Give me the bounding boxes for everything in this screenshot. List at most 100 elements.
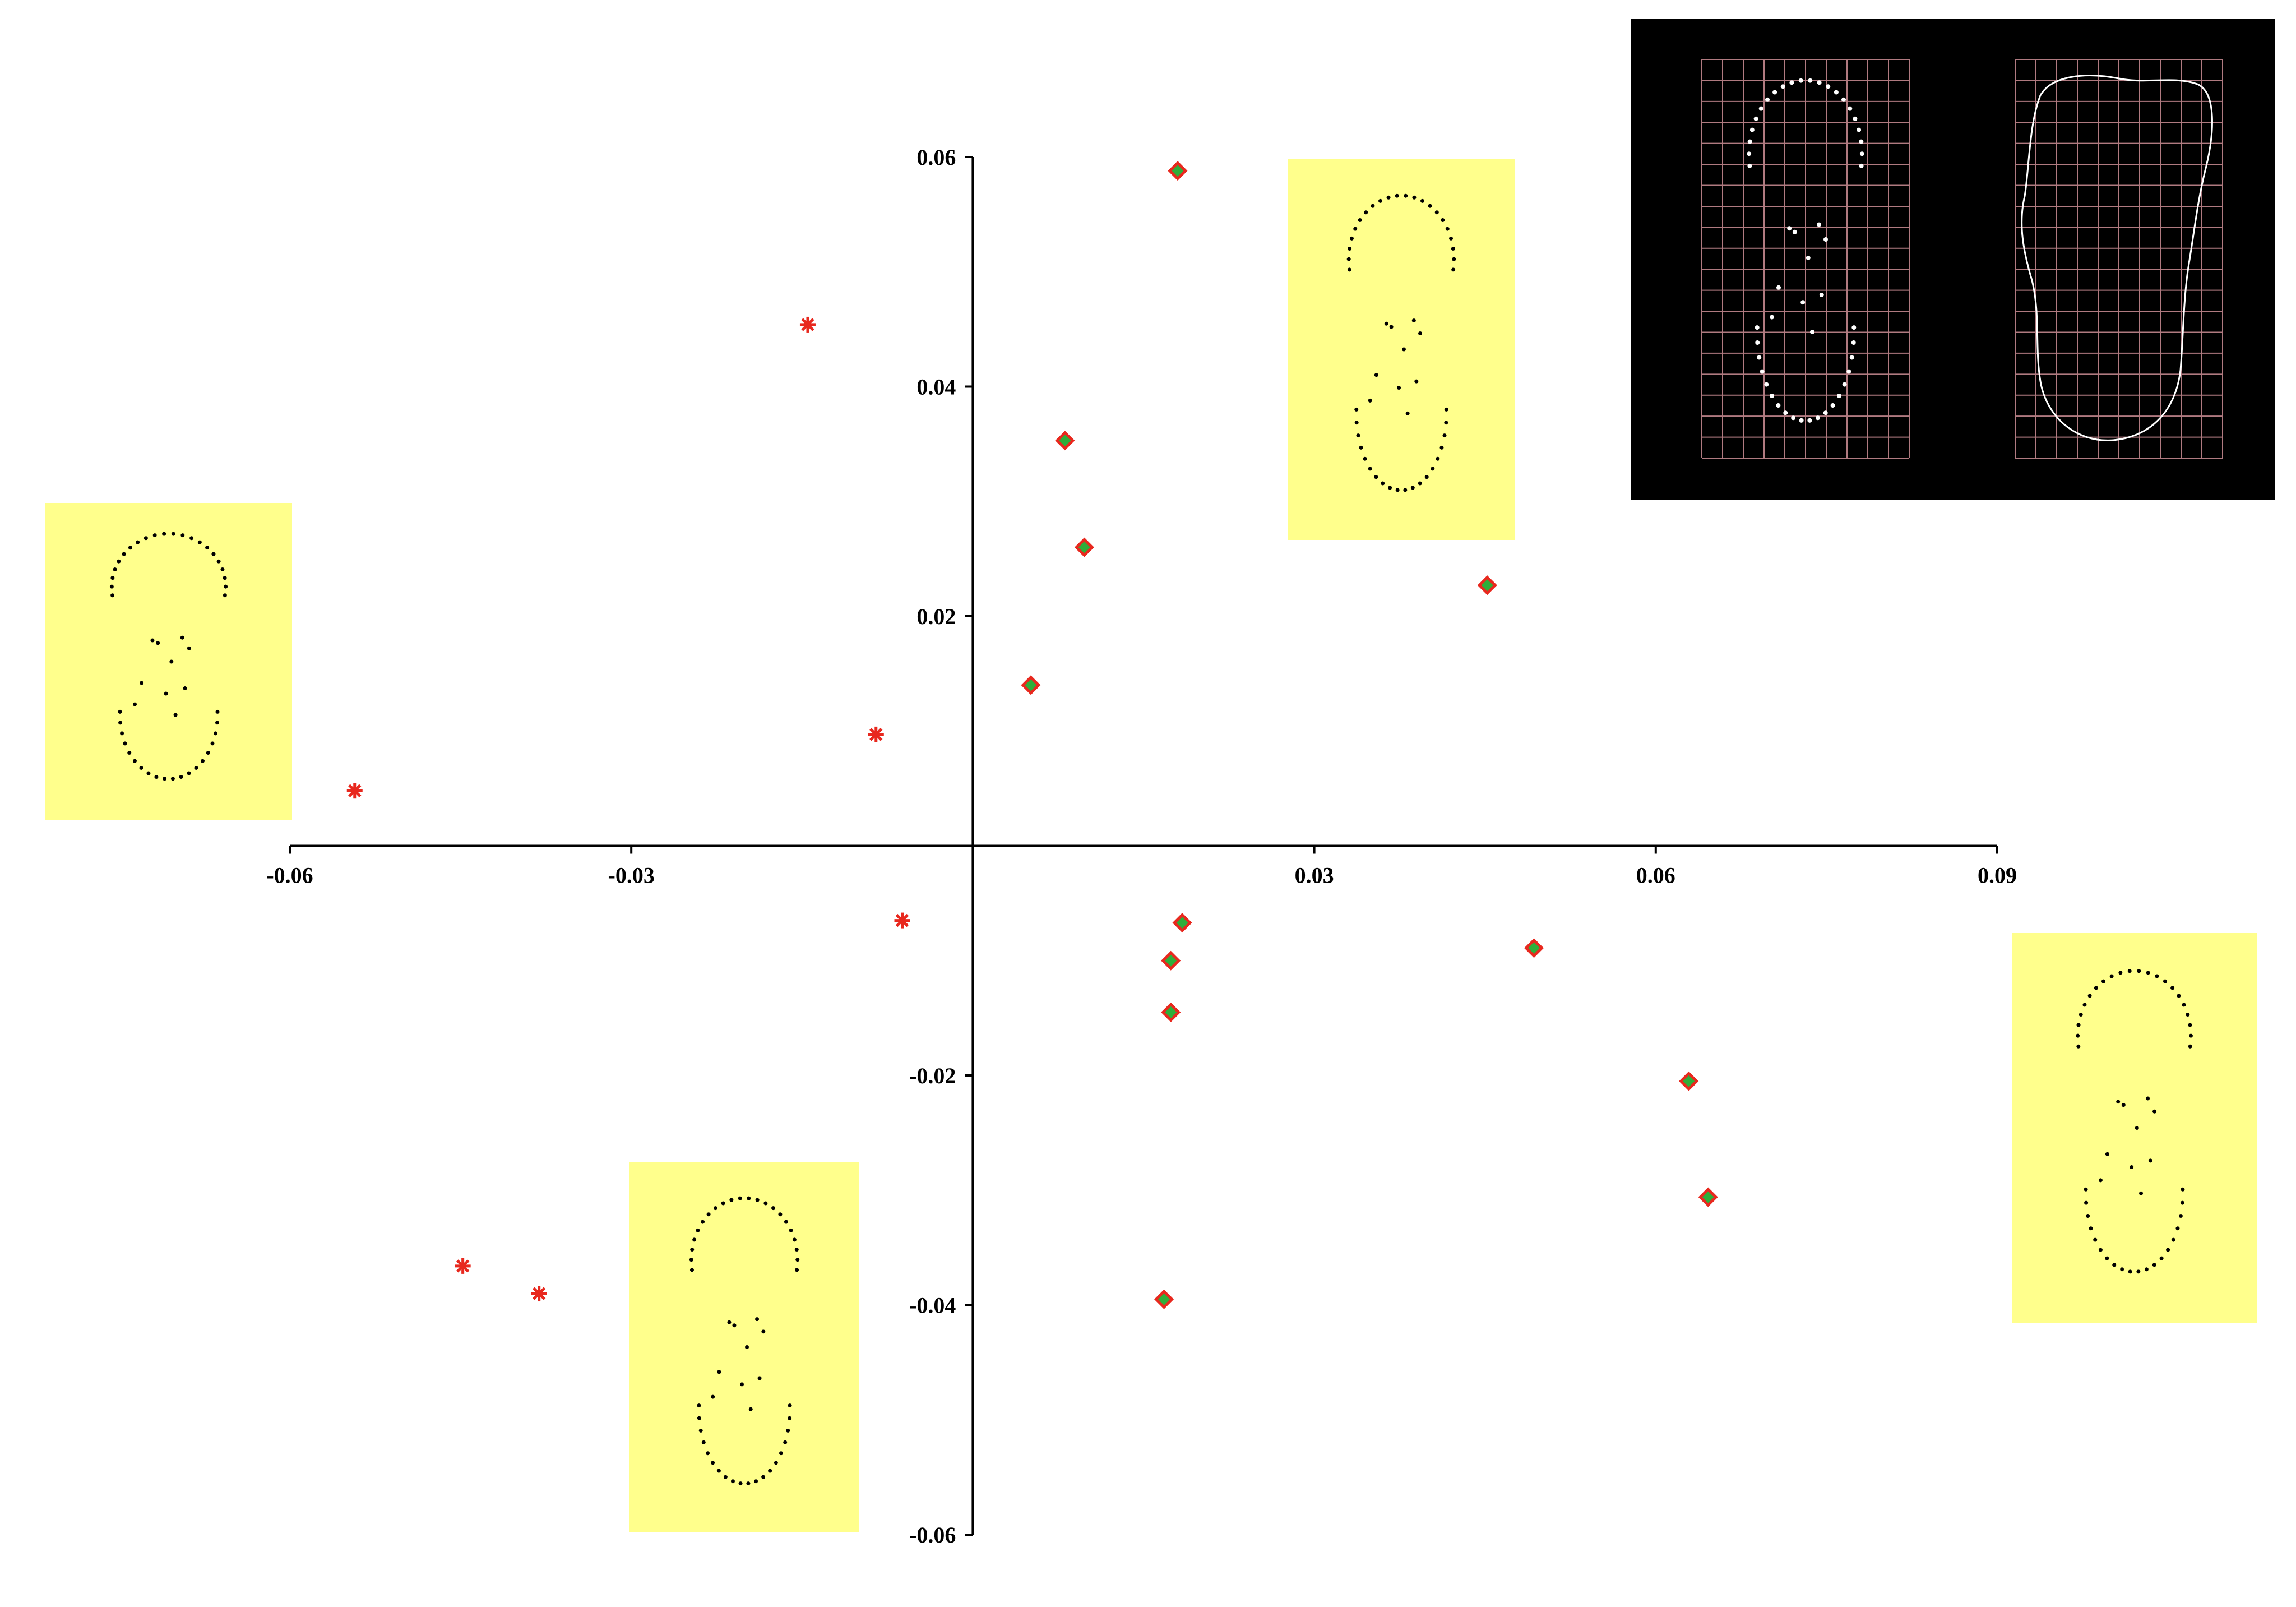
reference-grid-left [1701,59,1910,459]
inset-landmark-dot [109,584,114,589]
y-axis-ticks: 0.06 0.04 0.02 -0.02 -0.04 -0.06 [909,145,973,1548]
inset-landmark-dot [1445,227,1450,231]
y-tick-label: 0.02 [916,604,956,629]
inset-landmark-dot [215,721,219,725]
inset-landmark-dot [164,691,168,696]
inset-landmark-dot [690,1248,695,1252]
inset-landmark-dot [1359,445,1363,450]
inset-landmark-dot [2178,1213,2183,1218]
inset-landmark-dot [732,1323,737,1328]
inset-landmark-dot [2120,1267,2124,1272]
inset-landmark-dot [224,584,228,589]
asterisk-point [894,912,910,929]
inset-landmark-dot [162,532,166,536]
inset-landmark-dot [2098,1248,2103,1252]
x-tick-label: -0.03 [608,863,655,888]
inset-landmark-dot [2116,1100,2121,1104]
inset-landmark-dot [2188,1044,2192,1049]
inset-landmark-dot [1374,373,1378,377]
inset-landmark-dot [755,1198,760,1202]
inset-landmark-dot [1439,445,1444,450]
inset-landmark-dot [1363,456,1367,461]
inset-landmark-dot [1418,331,1422,335]
inset-landmark-dot [1371,204,1375,208]
inset-landmark-dot [1354,421,1359,425]
inset-landmark-dot [1403,488,1408,492]
inset-landmark-dot [150,638,155,643]
inset-landmark-dot [1353,227,1358,231]
inset-landmark-dot [194,765,198,770]
inset-landmark-dot [717,1370,721,1374]
inset-landmark-dot [789,1228,793,1232]
inset-landmark-dot [1420,198,1425,203]
inset-landmark-dot [113,567,117,571]
inset-landmark-dot [117,559,121,564]
inset-landmark-dot [745,1345,749,1349]
inset-landmark-dot [1381,481,1385,486]
inset-landmark-dot [163,777,167,781]
inset-landmark-dot [1405,411,1410,415]
inset-landmark-dot [763,1201,768,1206]
asterisk-point [531,1286,547,1302]
inset-landmark-dot [220,567,225,571]
inset-landmark-dot [698,1428,703,1433]
inset-landmark-dot [1389,325,1394,329]
inset-landmark-dot [1374,475,1378,479]
inset-landmark-dot [110,576,115,580]
inset-landmark-dot [2181,1187,2185,1192]
inset-landmark-dot [1431,467,1435,471]
reference-outline-panel [1631,19,2275,500]
inset-landmark-dot [2135,1126,2139,1130]
inset-landmark-dot [771,1206,776,1211]
inset-landmark-dot [739,1382,744,1387]
y-tick-label: -0.02 [909,1063,956,1088]
inset-landmark-dot [118,709,122,714]
inset-landmark-dot [187,771,191,775]
inset-landmark-dot [2136,1269,2141,1274]
inset-landmark-dot [2105,1152,2109,1156]
x-tick-label: -0.06 [266,863,313,888]
landmark-inset-left [45,503,292,820]
inset-landmark-dot [201,759,205,763]
inset-landmark-dot [1395,193,1399,198]
y-tick-label: 0.06 [916,145,956,170]
x-tick-label: 0.03 [1295,863,1334,888]
inset-landmark-dot [788,1416,792,1420]
inset-landmark-dot [1368,467,1372,471]
inset-landmark-dot [1412,195,1417,200]
inset-landmark-dot [2180,1200,2184,1205]
inset-landmark-dot [2087,994,2092,998]
inset-landmark-dot [727,1320,732,1324]
inset-landmark-dot [1428,204,1432,208]
y-tick-label: -0.06 [909,1522,956,1548]
inset-landmark-dot [2118,971,2123,975]
inset-landmark-dot [738,1196,742,1200]
inset-landmark-dot [1444,421,1448,425]
inset-landmark-dot [754,1479,758,1484]
reference-panel-background [1631,19,2275,500]
inset-landmark-dot [2121,1103,2126,1107]
inset-landmark-dot [1418,481,1422,486]
inset-landmark-dot [215,709,220,714]
inset-landmark-dot [2112,1263,2117,1267]
inset-landmark-dot [1442,433,1447,438]
inset-landmark-dot [755,1317,760,1322]
inset-landmark-dot [1411,318,1416,323]
y-tick-label: 0.04 [916,375,956,400]
inset-landmark-dot [701,1220,705,1224]
inset-landmark-dot [2166,1248,2170,1252]
inset-landmark-dot [1364,210,1368,215]
inset-landmark-dot [179,774,183,779]
inset-landmark-dot [2152,1109,2157,1114]
inset-landmark-dot [2094,986,2098,990]
inset-landmark-dot [689,1268,694,1272]
inset-landmark-dot [711,1461,715,1465]
inset-landmark-dot [1449,236,1453,241]
inset-landmark-dot [2177,994,2181,998]
inset-landmark-dot [1354,407,1359,412]
inset-landmark-dot [2155,974,2159,978]
axes: -0.06 -0.03 0.03 0.06 0.09 0.06 0.04 0.02 -0.02… [266,145,2017,1548]
inset-landmark-dot [721,1201,725,1206]
inset-landmark-dot [210,741,215,746]
inset-landmark-dot [170,777,175,781]
